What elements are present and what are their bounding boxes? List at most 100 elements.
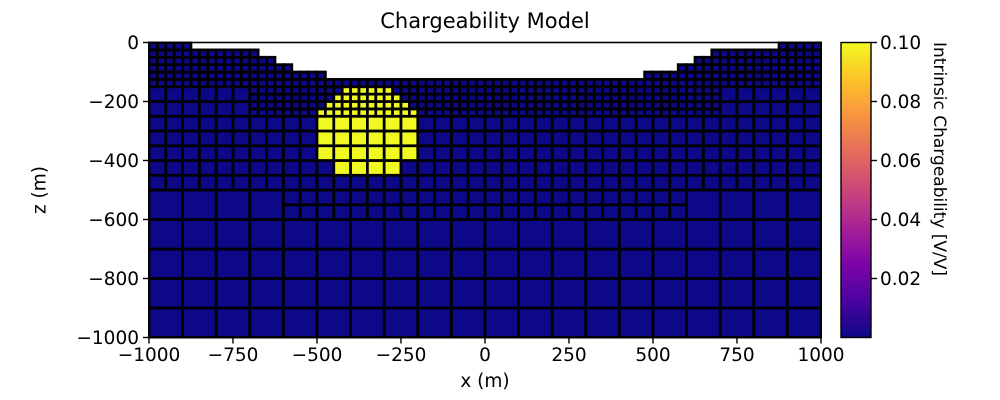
mesh-cell	[282, 247, 319, 280]
x-tick-label: −1000	[118, 345, 181, 366]
mesh-cell	[248, 188, 285, 221]
mesh-cell	[483, 306, 520, 339]
mesh-cell	[181, 144, 201, 162]
mesh-cell	[634, 159, 655, 177]
mesh-cell	[685, 144, 705, 162]
mesh-cell	[584, 114, 604, 133]
mesh-cell	[483, 114, 504, 133]
mesh-cell	[618, 159, 638, 177]
mesh-cell	[517, 129, 537, 148]
mesh-cell	[466, 173, 487, 192]
mesh-cell	[534, 203, 554, 221]
mesh-cell-anomaly	[349, 159, 369, 177]
mesh-cell	[433, 159, 453, 177]
mesh-cell	[685, 306, 722, 339]
mesh-cell	[702, 144, 722, 162]
mesh-cell	[735, 173, 756, 192]
mesh-cell	[382, 277, 420, 310]
mesh-cell	[248, 114, 268, 133]
mesh-cell	[349, 203, 369, 221]
mesh-cell	[651, 114, 672, 133]
mesh-cell	[651, 188, 672, 207]
mesh-cell	[550, 173, 571, 192]
mesh-cell	[550, 218, 588, 251]
mesh-cell	[500, 144, 520, 162]
mesh-cell	[164, 159, 184, 177]
mesh-cell	[500, 129, 520, 148]
mesh-cell	[416, 203, 436, 221]
mesh-cell	[181, 41, 193, 52]
mesh-cell-anomaly	[366, 144, 386, 162]
mesh-cell	[786, 173, 806, 192]
mesh-cell	[634, 188, 655, 207]
mesh-cell	[634, 203, 655, 221]
mesh-cell	[148, 188, 184, 221]
mesh-cell	[282, 159, 302, 177]
mesh-cell	[786, 100, 806, 118]
mesh-cell	[450, 129, 470, 148]
mesh-cell	[366, 203, 386, 221]
mesh-cell	[181, 218, 218, 251]
mesh-cell	[735, 100, 756, 118]
y-tick-label: −1000	[76, 328, 139, 349]
mesh-cell	[450, 173, 470, 192]
mesh-cell	[181, 114, 201, 133]
mesh-cell	[769, 100, 789, 118]
mesh-cell	[466, 203, 487, 221]
mesh-cell	[399, 188, 420, 207]
mesh-cell	[214, 306, 252, 339]
mesh-cell	[769, 129, 789, 148]
mesh-cell	[198, 159, 218, 177]
mesh-cell	[399, 173, 420, 192]
mesh-cell	[148, 129, 168, 148]
mesh-cell-anomaly	[366, 114, 386, 133]
mesh-cell	[517, 277, 554, 310]
mesh-cell	[802, 100, 822, 118]
mesh-cell	[450, 203, 470, 221]
mesh-cell	[265, 144, 285, 162]
mesh-cell	[248, 247, 285, 280]
colorbar-tick-label: 0.06	[880, 151, 921, 172]
mesh-cell	[668, 188, 688, 207]
mesh-cell	[618, 114, 638, 133]
mesh-cell	[601, 159, 621, 177]
mesh-cell-anomaly	[366, 129, 386, 148]
mesh-cell	[752, 159, 772, 177]
mesh-cell	[332, 203, 352, 221]
mesh-cell	[416, 247, 453, 280]
mesh-cell	[651, 218, 688, 251]
mesh-cell	[786, 247, 822, 280]
mesh-cell	[534, 114, 554, 133]
mesh-cell	[164, 85, 184, 103]
mesh-cell	[148, 173, 168, 192]
mesh-cell	[265, 159, 285, 177]
mesh-cell	[651, 306, 688, 339]
mesh-cell	[214, 173, 235, 192]
mesh-cell	[282, 306, 319, 339]
mesh-cell	[265, 173, 285, 192]
mesh-cell	[618, 306, 655, 339]
mesh-cell	[769, 114, 789, 133]
mesh-cell	[282, 188, 302, 207]
mesh-cell	[349, 306, 386, 339]
mesh-cell	[315, 218, 352, 251]
mesh-cell	[164, 100, 184, 118]
mesh-cell	[517, 144, 537, 162]
mesh-cell	[651, 159, 672, 177]
mesh-cell	[702, 173, 722, 192]
mesh-cell	[349, 218, 386, 251]
mesh-cell	[567, 129, 588, 148]
mesh-cell	[433, 203, 453, 221]
mesh-cell	[550, 159, 571, 177]
mesh-cell	[382, 247, 420, 280]
mesh-cell	[718, 85, 739, 103]
mesh-cell	[550, 247, 588, 280]
mesh-cell	[618, 129, 638, 148]
mesh-cell	[668, 144, 688, 162]
mesh-cell	[298, 203, 319, 221]
mesh-cell	[769, 144, 789, 162]
mesh-cell	[198, 129, 218, 148]
mesh-cell	[618, 203, 638, 221]
mesh-cell	[534, 188, 554, 207]
mesh-cell	[752, 188, 789, 221]
